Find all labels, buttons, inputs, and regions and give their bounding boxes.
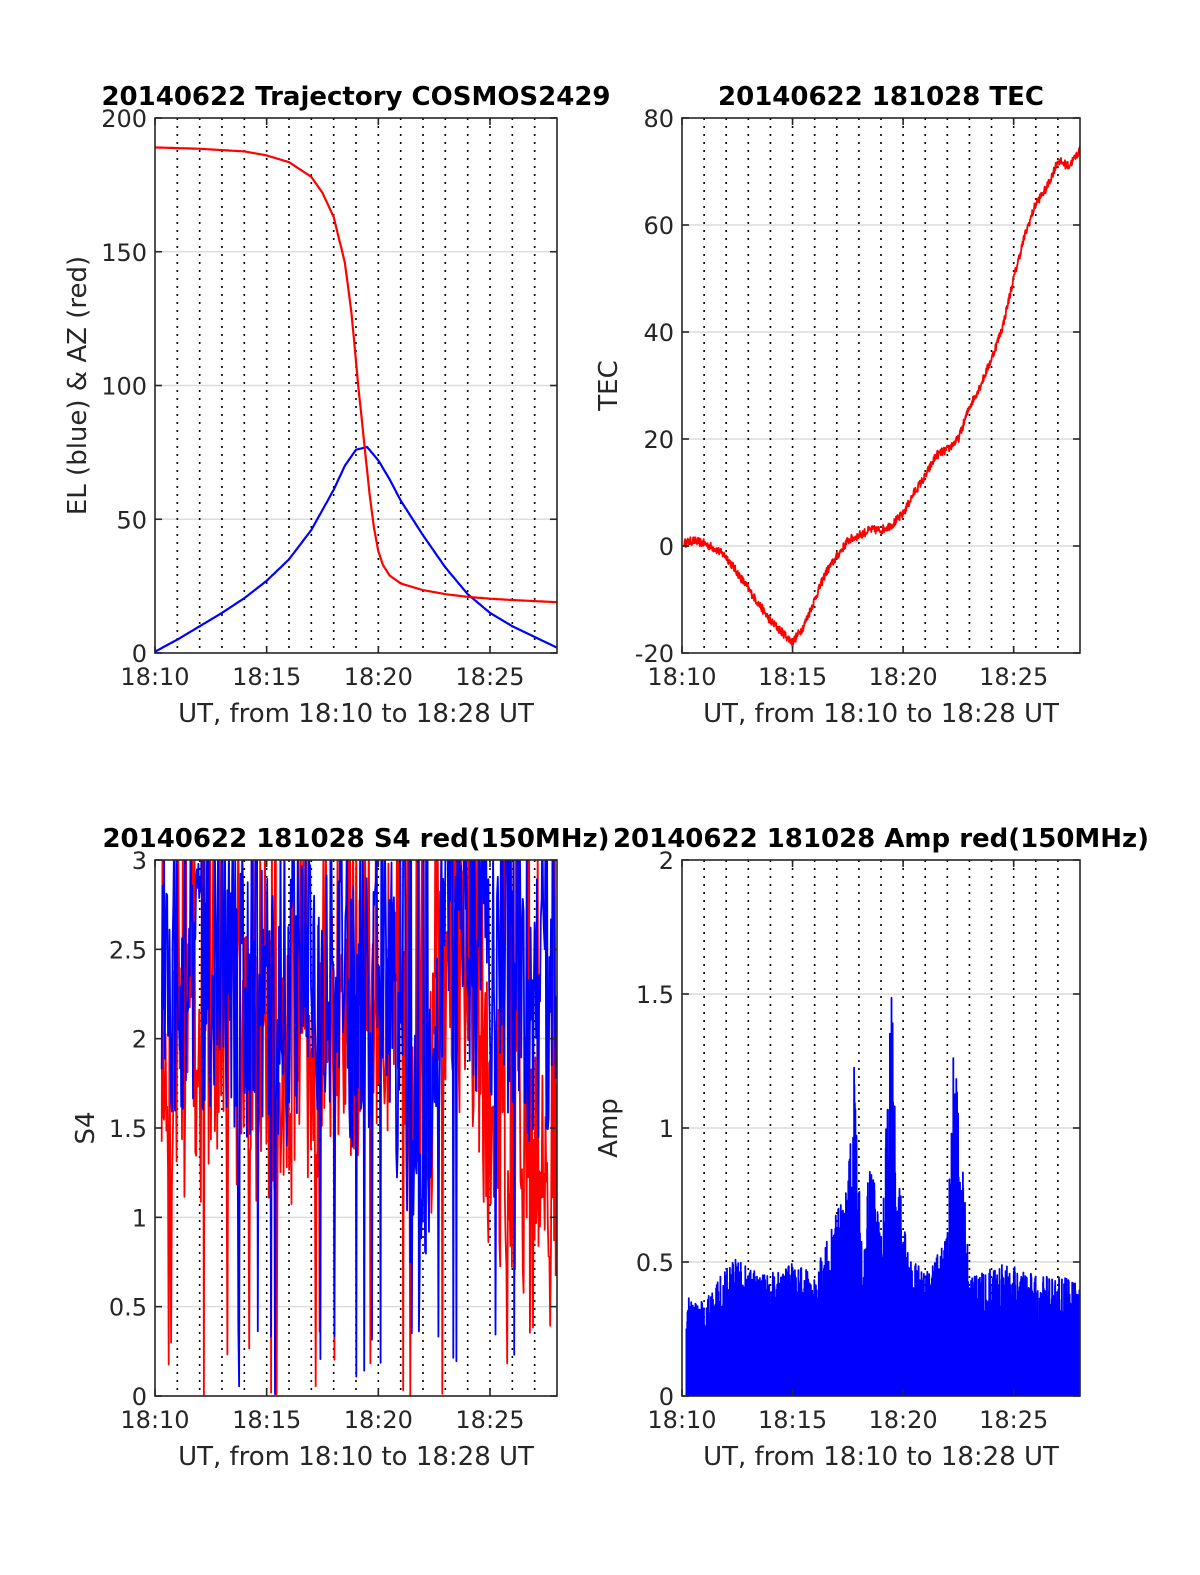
x-tick-label: 18:15 <box>758 1406 827 1434</box>
y-tick-label: 20 <box>643 426 674 454</box>
y-tick-label: 100 <box>101 373 147 401</box>
y-tick-label: 0 <box>659 533 674 561</box>
x-axis-label: UT, from 18:10 to 18:28 UT <box>178 1442 534 1472</box>
y-axis-label: TEC <box>594 360 624 411</box>
s4-plot: 18:10 18:15 18:20 18:25 0 0.5 1 1.5 2 2.5 32014062… <box>71 824 610 1472</box>
x-tick-label: 18:15 <box>758 663 827 691</box>
y-tick-label: 1.5 <box>636 981 674 1009</box>
y-tick-label: 2 <box>132 1026 147 1054</box>
x-tick-label: 18:25 <box>455 1406 524 1434</box>
x-tick-label: 18:15 <box>232 663 301 691</box>
data-area <box>155 146 557 653</box>
plot-title: 20140622 Trajectory COSMOS2429 <box>101 82 610 112</box>
y-tick-label: 1.5 <box>109 1115 147 1143</box>
y-tick-label: 0.5 <box>636 1249 674 1277</box>
y-tick-label: 0.5 <box>109 1294 147 1322</box>
y-tick-label: 150 <box>101 239 147 267</box>
y-tick-label: 0 <box>659 1383 674 1411</box>
y-tick-label: 80 <box>643 105 674 133</box>
x-tick-label: 18:20 <box>344 663 413 691</box>
y-axis-label: Amp <box>594 1098 624 1158</box>
plot-title: 20140622 181028 TEC <box>718 82 1044 112</box>
series-line-0 <box>155 445 557 653</box>
y-axis-label: S4 <box>71 1111 101 1144</box>
y-axis-label: EL (blue) & AZ (red) <box>63 256 93 515</box>
y-tick-label: 2 <box>659 847 674 875</box>
x-tick-label: 18:10 <box>120 1406 189 1434</box>
y-tick-label: 0 <box>132 1383 147 1411</box>
x-tick-label: 18:10 <box>120 663 189 691</box>
y-tick-label: 2.5 <box>109 936 147 964</box>
y-tick-label: 50 <box>116 506 147 534</box>
x-tick-label: 18:10 <box>647 663 716 691</box>
tec-plot: 18:10 18:15 18:20 18:25 -20 0 20 40 60 80 20140622… <box>594 82 1081 729</box>
series-line-1 <box>160 860 557 1396</box>
x-tick-label: 18:25 <box>979 1406 1048 1434</box>
x-tick-label: 18:15 <box>232 1406 301 1434</box>
y-tick-label: 40 <box>643 319 674 347</box>
y-tick-label: 60 <box>643 212 674 240</box>
plot-title: 20140622 181028 S4 red(150MHz) <box>102 824 609 854</box>
x-tick-label: 18:25 <box>979 663 1048 691</box>
x-tick-label: 18:20 <box>869 663 938 691</box>
x-axis-label: UT, from 18:10 to 18:28 UT <box>178 699 534 729</box>
plot-title: 20140622 181028 Amp red(150MHz) <box>613 824 1149 854</box>
y-tick-label: -20 <box>635 640 674 668</box>
series-line-1 <box>155 146 557 604</box>
y-tick-label: 1 <box>132 1204 147 1232</box>
data-area <box>685 996 1080 1396</box>
y-tick-label: 1 <box>659 1115 674 1143</box>
series-line-0 <box>683 145 1080 646</box>
axes-box <box>681 117 1081 654</box>
y-tick-label: 3 <box>132 847 147 875</box>
series-line-0 <box>685 996 1080 1396</box>
trajectory-plot: 18:10 18:15 18:20 18:25 0 50 100 150 20020140622… <box>63 82 611 729</box>
x-axis-label: UT, from 18:10 to 18:28 UT <box>703 1442 1059 1472</box>
x-tick-label: 18:10 <box>647 1406 716 1434</box>
data-area <box>160 860 557 1396</box>
x-tick-label: 18:25 <box>455 663 524 691</box>
y-tick-label: 200 <box>101 105 147 133</box>
x-tick-label: 18:20 <box>344 1406 413 1434</box>
y-tick-label: 0 <box>132 640 147 668</box>
x-axis-label: UT, from 18:10 to 18:28 UT <box>703 699 1059 729</box>
x-tick-label: 18:20 <box>869 1406 938 1434</box>
data-area <box>683 145 1080 646</box>
